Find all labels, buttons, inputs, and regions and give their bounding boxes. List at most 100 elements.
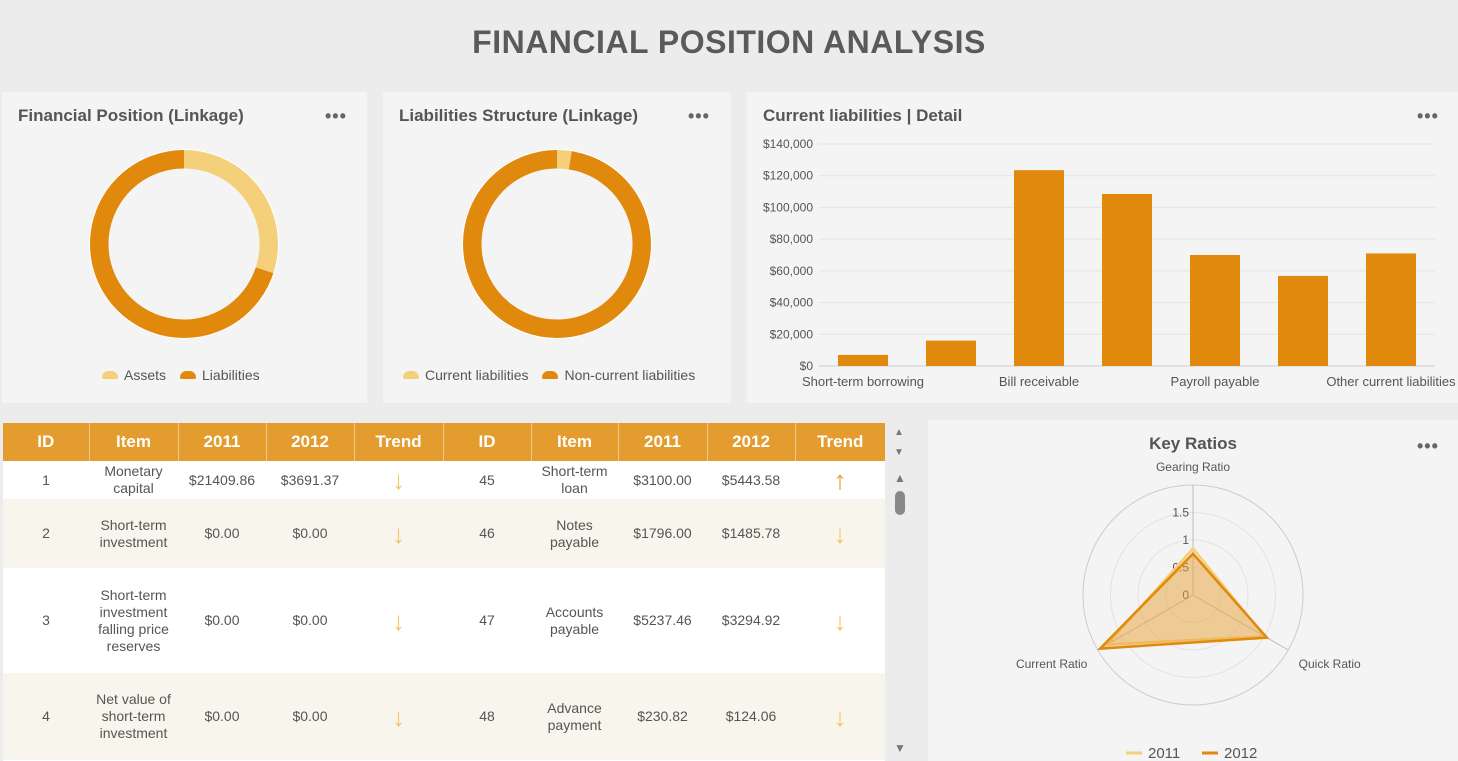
current-liabilities-bar-chart: $0 $20,000 $40,000 $60,000 $80,000 $100,000 $1… [763,137,1456,389]
table-cell: 2 [3,499,89,568]
financial-position-panel: Financial Position (Linkage) ••• Assets … [2,92,367,403]
more-icon[interactable]: ••• [325,106,347,126]
trend-down-icon: ↓ [392,605,405,636]
column-header[interactable]: Trend [354,423,444,461]
table-cell: Short-term investment [89,499,178,568]
trend-down-icon: ↓ [833,605,847,636]
table-cell: 47 [479,612,495,628]
column-header[interactable]: ID [443,423,532,461]
bar[interactable] [1190,255,1240,366]
column-header[interactable]: Item [89,423,179,461]
x-tick-label: Payroll payable [1171,374,1260,389]
table-cell: $1485.78 [707,499,795,568]
table-cell: Short-term investment falling price rese… [98,586,169,654]
radar-series-2012[interactable] [1096,551,1270,651]
bar[interactable] [838,354,888,366]
liabilities-structure-slice-non-current-liabilities[interactable] [462,149,652,339]
bar[interactable] [1102,193,1152,366]
legend-item-current-liabilities[interactable]: Current liabilities [403,367,528,383]
scroll-down-icon[interactable]: ▼ [894,741,906,755]
column-header[interactable]: 2011 [618,423,708,461]
table-cell: $0.00 [204,612,240,628]
liabilities-structure-slice-current-liabilities[interactable] [556,149,572,170]
radar-indicator-label: Quick Ratio [1299,657,1361,671]
page-title: FINANCIAL POSITION ANALYSIS [472,24,986,60]
y-tick-label: $0 [800,359,814,373]
bar[interactable] [926,340,976,366]
legend-item-assets[interactable]: Assets [102,367,166,383]
column-header[interactable]: Trend [795,423,885,461]
x-tick-label: Bill receivable [999,374,1079,389]
table-cell: $21409.86 [188,471,256,488]
bar[interactable] [1366,253,1416,366]
radar-tick-label: 1.5 [1172,506,1189,520]
bar[interactable] [1278,275,1328,366]
x-tick-label: Short-term borrowing [802,374,924,389]
table-cell: $0.00 [266,499,354,568]
column-header[interactable]: 2012 [266,423,355,461]
data-table: ID Item 2011 2012 Trend ID Item 2011 201… [3,423,885,761]
table-scrollbar[interactable]: ▲ ▼ ▲ ▼ [889,423,909,761]
table-cell: Advance payment [531,673,618,760]
legend-item-2012[interactable]: 2012 [1224,745,1257,761]
table-cell: $3691.37 [280,471,340,488]
table-cell: Monetary capital [104,463,163,496]
liabilities-structure-chart[interactable] [383,92,731,403]
table-header-row: ID Item 2011 2012 Trend ID Item 2011 201… [3,423,885,461]
table-row[interactable]: 2 Short-term investment $0.00 $0.00 ↓ 46 Notes… [3,499,885,568]
current-liabilities-panel: Current liabilities | Detail ••• $0 $20,0… [747,92,1458,403]
table-cell: 45 [479,471,495,488]
column-header[interactable]: 2011 [178,423,267,461]
financial-position-slice-liabilities[interactable] [89,149,274,339]
radar-axis [1097,594,1194,651]
scroll-thumb[interactable] [895,491,905,515]
trend-down-icon: ↓ [354,499,443,568]
radar-tick-label: 0 [1182,588,1189,602]
table-row[interactable]: 3 Short-term investment falling price res… [3,568,885,673]
financial-position-chart[interactable] [2,92,367,403]
trend-up-icon: ↑ [833,465,847,495]
table-cell: $0.00 [178,673,266,760]
trend-down-icon: ↓ [795,673,885,760]
column-header[interactable]: Item [531,423,619,461]
key-ratios-panel: Key Ratios ••• Gearing Ratio Quick Ratio C… [928,420,1458,761]
table-cell: 1 [42,471,50,488]
radar-tick-label: 1 [1182,533,1189,547]
legend-item-liabilities[interactable]: Liabilities [180,367,260,383]
legend-item-2011[interactable]: 2011 [1148,745,1180,761]
scroll-up-large-icon[interactable]: ▲ [894,471,906,485]
more-icon[interactable]: ••• [1417,106,1439,126]
table-cell: 48 [443,673,531,760]
x-tick-label: Other current liabilities [1326,374,1456,389]
liabilities-structure-title: Liabilities Structure (Linkage) [399,106,638,125]
trend-down-icon: ↓ [795,499,885,568]
financial-position-title: Financial Position (Linkage) [18,106,244,125]
y-tick-label: $100,000 [763,200,813,214]
column-header[interactable]: ID [3,423,90,461]
liabilities-structure-legend: Current liabilities Non-current liabilit… [403,367,695,383]
legend-item-non-current-liabilities[interactable]: Non-current liabilities [542,367,695,383]
more-icon[interactable]: ••• [1417,436,1439,456]
table-cell: $1796.00 [618,499,707,568]
bar[interactable] [1014,170,1064,366]
radar-indicator-label: Gearing Ratio [1156,460,1230,474]
y-tick-label: $140,000 [763,137,813,151]
table-cell: Notes payable [531,499,618,568]
table-row[interactable]: 4 Net value of short-term investment $0.00… [3,673,885,760]
table-cell: Accounts payable [545,603,604,637]
scroll-down-small-icon[interactable]: ▼ [894,447,904,458]
more-icon[interactable]: ••• [688,106,710,126]
financial-position-slice-assets[interactable] [183,149,279,274]
financial-position-legend: Assets Liabilities [102,367,260,383]
table-cell: $5443.58 [721,471,781,488]
radar-axis [1192,594,1289,651]
column-header[interactable]: 2012 [707,423,796,461]
y-tick-label: $20,000 [770,327,814,341]
scroll-up-icon[interactable]: ▲ [894,427,904,438]
table-cell: 46 [443,499,531,568]
radar-indicator-label: Current Ratio [1016,657,1088,671]
table-row[interactable]: 1 Monetary capital $21409.86 $3691.37 ↓ 45 Sho… [3,461,885,499]
y-tick-label: $120,000 [763,169,813,183]
